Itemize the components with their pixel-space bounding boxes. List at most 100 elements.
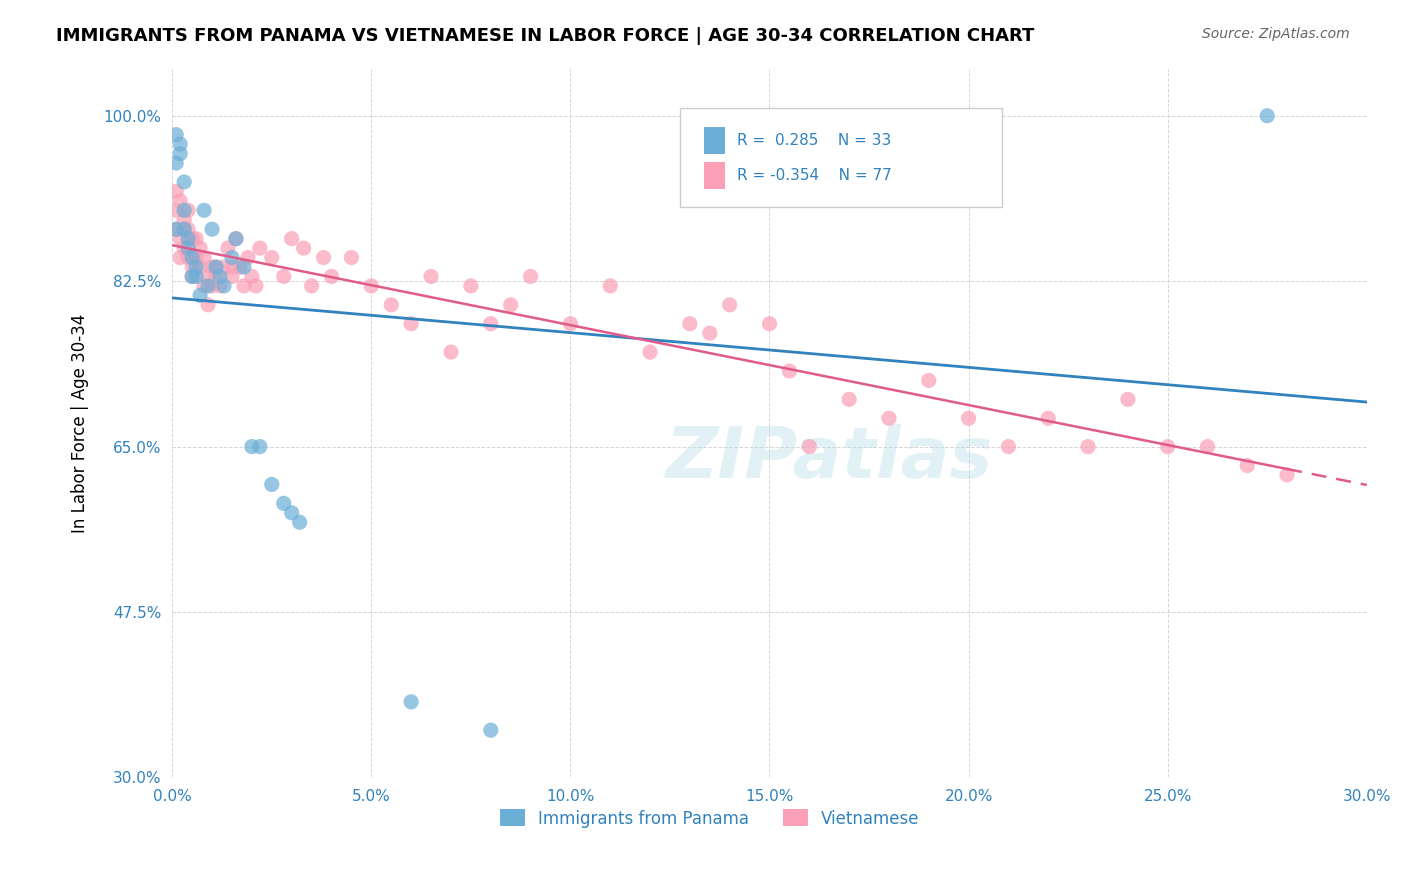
Point <box>181 260 204 274</box>
Point <box>240 440 263 454</box>
Point <box>460 279 482 293</box>
Point <box>249 440 271 454</box>
Point <box>232 260 254 274</box>
Point <box>360 279 382 293</box>
Point <box>184 269 207 284</box>
Point <box>173 241 195 255</box>
Point <box>560 317 582 331</box>
Point <box>260 251 283 265</box>
Point <box>236 251 259 265</box>
Point <box>1275 467 1298 482</box>
Point <box>399 317 422 331</box>
Point <box>208 279 231 293</box>
Text: R =  0.285    N = 33: R = 0.285 N = 33 <box>737 133 891 147</box>
Point <box>212 279 235 293</box>
Point <box>169 137 191 152</box>
Point <box>181 269 204 284</box>
Point <box>1256 109 1278 123</box>
Point <box>249 241 271 255</box>
Point <box>997 440 1019 454</box>
Text: Source: ZipAtlas.com: Source: ZipAtlas.com <box>1202 27 1350 41</box>
Point <box>877 411 900 425</box>
Point <box>201 279 224 293</box>
Point <box>205 260 228 274</box>
Point <box>232 279 254 293</box>
Point <box>208 269 231 284</box>
Point <box>479 723 502 738</box>
Point <box>177 203 200 218</box>
Point <box>260 477 283 491</box>
Point <box>838 392 860 407</box>
Point <box>1197 440 1219 454</box>
Point <box>184 260 207 274</box>
Point <box>280 232 302 246</box>
Point <box>479 317 502 331</box>
Point <box>197 298 219 312</box>
Point <box>221 260 243 274</box>
Point <box>229 260 252 274</box>
FancyBboxPatch shape <box>704 162 725 189</box>
Point <box>519 269 541 284</box>
Legend: Immigrants from Panama, Vietnamese: Immigrants from Panama, Vietnamese <box>494 803 927 834</box>
Point <box>197 269 219 284</box>
Point <box>173 203 195 218</box>
Point <box>188 241 211 255</box>
Text: IMMIGRANTS FROM PANAMA VS VIETNAMESE IN LABOR FORCE | AGE 30-34 CORRELATION CHAR: IMMIGRANTS FROM PANAMA VS VIETNAMESE IN … <box>56 27 1035 45</box>
Point <box>217 241 239 255</box>
Point <box>380 298 402 312</box>
Point <box>312 251 335 265</box>
Point <box>169 232 191 246</box>
Point <box>288 515 311 529</box>
Point <box>201 260 224 274</box>
FancyBboxPatch shape <box>681 108 1002 207</box>
Point <box>1236 458 1258 473</box>
Point <box>201 222 224 236</box>
Point <box>188 260 211 274</box>
Point <box>420 269 443 284</box>
Point <box>918 374 941 388</box>
Point <box>177 222 200 236</box>
Point <box>193 251 215 265</box>
Point <box>280 506 302 520</box>
Point <box>240 269 263 284</box>
Point <box>778 364 800 378</box>
Point <box>165 222 187 236</box>
Point <box>181 251 204 265</box>
Point <box>273 269 295 284</box>
Point <box>177 232 200 246</box>
Point <box>440 345 463 359</box>
Point <box>181 269 204 284</box>
Point <box>221 269 243 284</box>
Point <box>165 156 187 170</box>
Point <box>699 326 721 341</box>
Point <box>173 175 195 189</box>
Point <box>957 411 980 425</box>
Point <box>679 317 702 331</box>
Point <box>188 288 211 302</box>
Point <box>169 251 191 265</box>
Point <box>638 345 661 359</box>
Point <box>599 279 621 293</box>
Point <box>205 260 228 274</box>
Point <box>165 128 187 142</box>
Point <box>173 212 195 227</box>
Point <box>173 222 195 236</box>
Point <box>193 203 215 218</box>
Point <box>169 194 191 208</box>
Point <box>177 241 200 255</box>
Point <box>292 241 315 255</box>
Point <box>1077 440 1099 454</box>
Text: R = -0.354    N = 77: R = -0.354 N = 77 <box>737 168 891 183</box>
Point <box>225 232 247 246</box>
Point <box>221 251 243 265</box>
Point <box>1116 392 1139 407</box>
Point <box>205 269 228 284</box>
Point <box>799 440 821 454</box>
Point <box>169 146 191 161</box>
Text: ZIPatlas: ZIPatlas <box>665 424 993 493</box>
Point <box>1038 411 1060 425</box>
Point <box>499 298 522 312</box>
Point <box>165 203 187 218</box>
Point <box>718 298 741 312</box>
Point <box>301 279 323 293</box>
